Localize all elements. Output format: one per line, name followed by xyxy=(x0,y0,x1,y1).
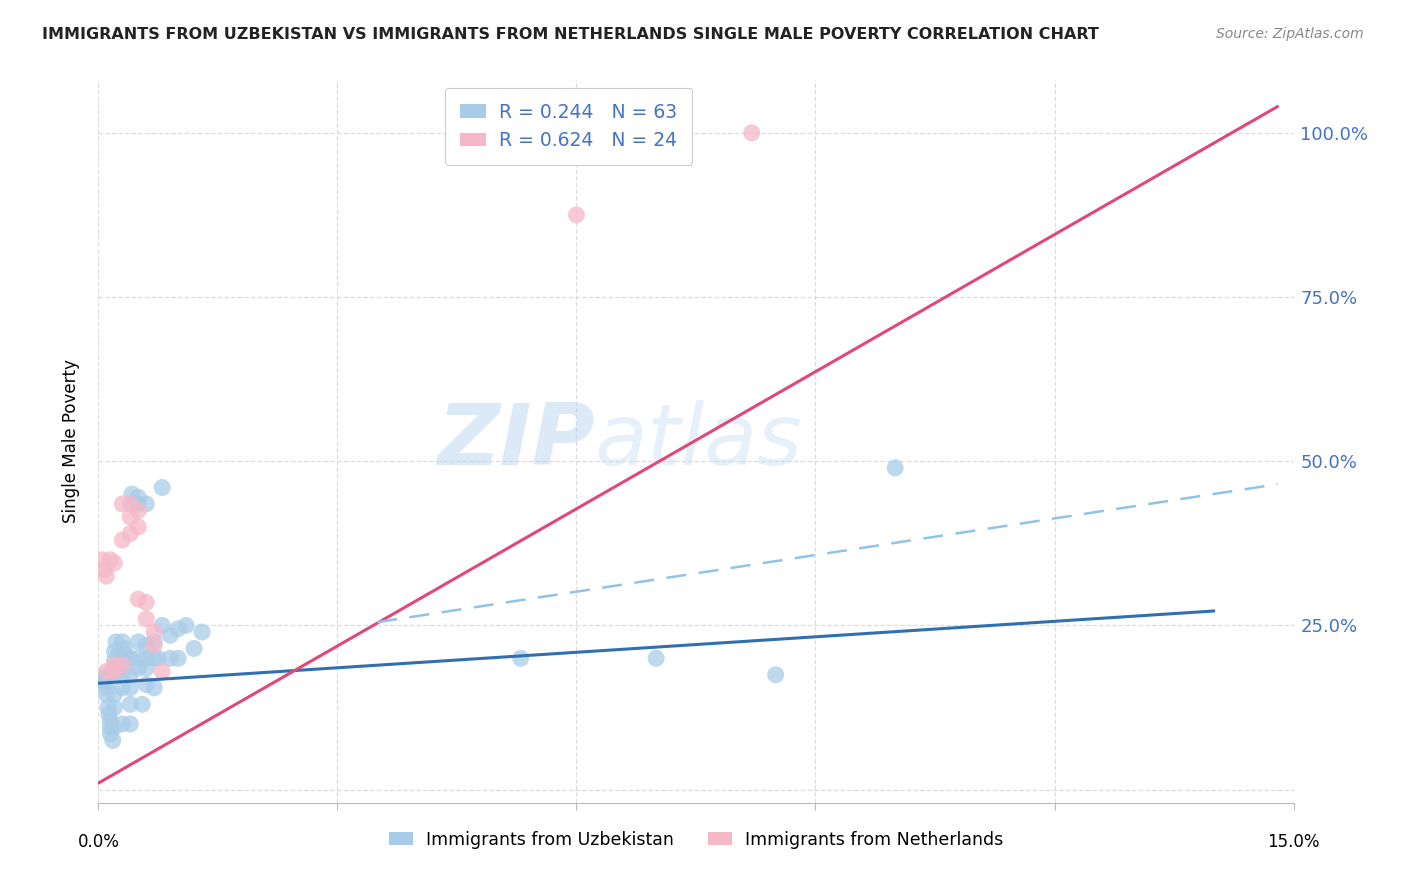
Point xyxy=(150,618,173,632)
Point xyxy=(174,618,197,632)
Legend: Immigrants from Uzbekistan, Immigrants from Netherlands: Immigrants from Uzbekistan, Immigrants f… xyxy=(382,823,1010,855)
Point xyxy=(183,641,205,656)
Point xyxy=(103,645,125,659)
Point xyxy=(765,667,787,681)
Point xyxy=(111,497,134,511)
Point xyxy=(120,681,142,695)
Point xyxy=(127,497,149,511)
Point xyxy=(104,635,127,649)
Point xyxy=(120,717,142,731)
Point xyxy=(127,661,149,675)
Point xyxy=(103,661,125,675)
Point xyxy=(111,717,134,731)
Point xyxy=(111,657,134,672)
Point xyxy=(115,648,138,662)
Point xyxy=(101,733,124,747)
Point xyxy=(124,497,146,511)
Text: ZIP: ZIP xyxy=(437,400,595,483)
Point xyxy=(97,700,120,714)
Point xyxy=(120,651,142,665)
Point xyxy=(103,556,125,570)
Point xyxy=(111,667,134,681)
Point xyxy=(159,651,181,665)
Text: Source: ZipAtlas.com: Source: ZipAtlas.com xyxy=(1216,27,1364,41)
Point xyxy=(143,681,166,695)
Point xyxy=(135,651,157,665)
Point xyxy=(167,651,190,665)
Point xyxy=(103,700,125,714)
Point xyxy=(120,526,142,541)
Point xyxy=(150,481,173,495)
Point xyxy=(96,665,118,679)
Point xyxy=(111,635,134,649)
Point xyxy=(98,720,122,734)
Point xyxy=(103,667,125,681)
Text: 0.0%: 0.0% xyxy=(77,833,120,851)
Point xyxy=(127,651,149,665)
Point xyxy=(96,569,118,583)
Point xyxy=(135,677,157,691)
Point xyxy=(135,661,157,675)
Point xyxy=(645,651,668,665)
Point xyxy=(127,491,149,505)
Point xyxy=(167,622,190,636)
Point xyxy=(96,674,118,689)
Point xyxy=(131,698,153,712)
Point xyxy=(120,698,142,712)
Point xyxy=(91,674,114,689)
Point xyxy=(96,681,118,695)
Text: atlas: atlas xyxy=(595,400,803,483)
Point xyxy=(98,714,122,728)
Point xyxy=(565,208,588,222)
Point xyxy=(121,487,143,501)
Point xyxy=(143,651,166,665)
Point xyxy=(143,625,166,640)
Point xyxy=(98,727,122,741)
Point xyxy=(96,687,118,701)
Point xyxy=(120,510,142,524)
Point xyxy=(103,720,125,734)
Point xyxy=(97,707,120,722)
Point xyxy=(93,673,115,687)
Point xyxy=(112,641,135,656)
Point xyxy=(741,126,763,140)
Point xyxy=(135,595,157,609)
Point xyxy=(96,667,118,681)
Text: 15.0%: 15.0% xyxy=(1267,833,1320,851)
Point xyxy=(509,651,531,665)
Point xyxy=(143,635,166,649)
Point xyxy=(111,681,134,695)
Point xyxy=(143,638,166,652)
Point xyxy=(103,657,125,672)
Point xyxy=(884,460,907,475)
Point xyxy=(135,638,157,652)
Y-axis label: Single Male Poverty: Single Male Poverty xyxy=(62,359,80,524)
Point xyxy=(103,665,125,679)
Point xyxy=(103,687,125,701)
Point xyxy=(127,635,149,649)
Point xyxy=(191,625,214,640)
Text: IMMIGRANTS FROM UZBEKISTAN VS IMMIGRANTS FROM NETHERLANDS SINGLE MALE POVERTY CO: IMMIGRANTS FROM UZBEKISTAN VS IMMIGRANTS… xyxy=(42,27,1099,42)
Point xyxy=(148,651,170,665)
Point xyxy=(127,592,149,607)
Point xyxy=(150,665,173,679)
Point xyxy=(135,497,157,511)
Point xyxy=(98,553,122,567)
Point xyxy=(111,533,134,547)
Point xyxy=(159,628,181,642)
Point xyxy=(120,667,142,681)
Point xyxy=(111,655,134,669)
Point xyxy=(103,655,125,669)
Point xyxy=(127,520,149,534)
Point xyxy=(127,503,149,517)
Point xyxy=(107,648,129,662)
Point xyxy=(120,497,142,511)
Point xyxy=(94,563,117,577)
Point xyxy=(91,553,114,567)
Point xyxy=(135,612,157,626)
